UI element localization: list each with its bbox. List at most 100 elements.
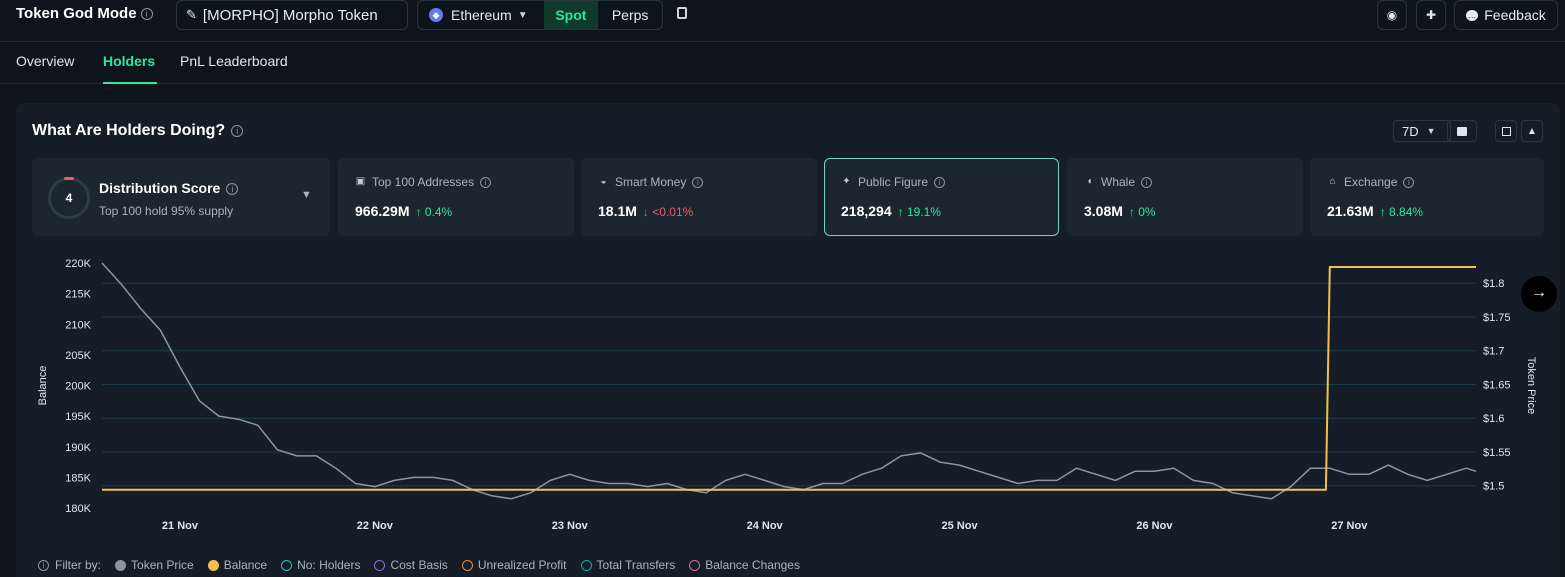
- filter-balance-changes[interactable]: Balance Changes: [689, 558, 800, 572]
- brain-icon: ◒: [600, 176, 607, 187]
- card-whale[interactable]: ◖ Whale i 3.08M ↑ 0%: [1067, 158, 1303, 236]
- filter-total-transfers[interactable]: Total Transfers: [580, 558, 676, 572]
- filter-dot-icon: [281, 559, 293, 571]
- change-badge: ↑ 0%: [1128, 205, 1156, 219]
- perps-toggle[interactable]: Perps: [611, 7, 649, 23]
- chain-market-selector: ◆ Ethereum ▼ Spot Perps: [417, 0, 663, 30]
- calendar-icon: [1457, 126, 1467, 136]
- filter-no-holders[interactable]: No: Holders: [281, 558, 360, 572]
- filter-unrealized-profit[interactable]: Unrealized Profit: [461, 558, 567, 572]
- card-top-100-addresses[interactable]: ▣ Top 100 Addresses i 966.29M ↑ 0.4%: [338, 158, 574, 236]
- x-tick-label: 26 Nov: [1136, 520, 1173, 532]
- distribution-score-card[interactable]: 4 Distribution Score i Top 100 hold 95% s…: [32, 158, 330, 236]
- info-icon[interactable]: i: [140, 8, 153, 20]
- change-badge: ↑ 8.84%: [1379, 205, 1424, 219]
- filter-token-price[interactable]: Token Price: [115, 558, 194, 572]
- card-label: ⌂ Exchange i: [1327, 175, 1415, 189]
- tab-pnl-leaderboard[interactable]: PnL Leaderboard: [180, 53, 288, 69]
- info-icon[interactable]: i: [1141, 176, 1153, 188]
- info-icon[interactable]: i: [692, 176, 704, 188]
- calendar-button[interactable]: [1447, 120, 1477, 142]
- bulb-icon: ✦: [842, 176, 851, 187]
- ethereum-icon: ◆: [429, 8, 443, 22]
- eye-icon: ◉: [1386, 8, 1398, 22]
- spot-toggle[interactable]: Spot: [543, 1, 599, 29]
- score-arc: [64, 177, 74, 180]
- card-label: ▣ Top 100 Addresses i: [355, 175, 492, 189]
- info-icon[interactable]: i: [231, 125, 244, 137]
- pin-button[interactable]: ✚: [1416, 0, 1446, 30]
- y2-tick-label: $1.65: [1483, 379, 1511, 391]
- y2-tick-label: $1.55: [1483, 447, 1511, 459]
- token-selector[interactable]: ✎ [MORPHO] Morpho Token: [176, 0, 408, 30]
- change-badge: ↑ 0.4%: [415, 205, 453, 219]
- feedback-button[interactable]: … Feedback: [1454, 0, 1558, 30]
- active-tab-indicator: [103, 82, 157, 84]
- copy-icon[interactable]: [677, 7, 687, 19]
- card-value: 18.1M ↓ <0.01%: [598, 203, 694, 219]
- y-tick-label: 205K: [65, 350, 91, 362]
- wallet-icon: ▣: [355, 176, 366, 187]
- card-public-figure[interactable]: ✦ Public Figure i 218,294 ↑ 19.1%: [824, 158, 1059, 236]
- x-tick-label: 23 Nov: [552, 520, 589, 532]
- filter-label-text: Total Transfers: [596, 558, 676, 572]
- series-token-price: [101, 262, 1477, 500]
- chat-bubble-icon: …: [1466, 9, 1479, 21]
- y2-tick-label: $1.5: [1483, 481, 1504, 493]
- arrow-right-icon[interactable]: →: [1521, 276, 1557, 312]
- filter-dot-icon: [207, 559, 219, 571]
- filter-dot-icon: [115, 559, 127, 571]
- time-range-dropdown[interactable]: 7D ▼: [1393, 120, 1451, 142]
- chevron-down-icon: ▼: [517, 9, 528, 21]
- chain-dropdown[interactable]: ◆ Ethereum ▼: [418, 1, 544, 29]
- chevron-down-icon: ▼: [1426, 126, 1436, 136]
- info-icon[interactable]: i: [38, 559, 49, 571]
- info-icon[interactable]: i: [1403, 176, 1415, 188]
- filter-cost-basis[interactable]: Cost Basis: [374, 558, 448, 572]
- holders-chart[interactable]: 220K 215K 210K 205K 200K 195K 190K 185K 180K $1.8…: [16, 253, 1560, 553]
- x-tick-label: 22 Nov: [357, 520, 394, 532]
- y2-tick-label: $1.75: [1483, 312, 1511, 324]
- info-icon[interactable]: i: [226, 183, 239, 195]
- score-value: 4: [65, 191, 73, 205]
- filter-row: i Filter by: Token Price Balance No: Holde…: [38, 558, 800, 572]
- holders-panel: What Are Holders Doing? i 7D ▼ ▲ 4 Distrib…: [16, 103, 1560, 577]
- tab-overview[interactable]: Overview: [16, 53, 75, 69]
- series-balance: [102, 266, 1476, 491]
- top-bar: Token God Mode i ✎ [MORPHO] Morpho Token …: [0, 0, 1565, 42]
- card-label: ✦ Public Figure i: [841, 175, 946, 189]
- tab-holders[interactable]: Holders: [103, 53, 156, 69]
- info-icon[interactable]: i: [480, 176, 492, 188]
- app-title: Token God Mode i: [16, 5, 153, 22]
- y-tick-label: 215K: [65, 289, 91, 301]
- x-tick-label: 25 Nov: [941, 520, 978, 532]
- card-smart-money[interactable]: ◒ Smart Money i 18.1M ↓ <0.01%: [581, 158, 817, 236]
- y-tick-label: 200K: [65, 381, 91, 393]
- filter-balance[interactable]: Balance: [207, 558, 267, 572]
- filter-dot-icon: [461, 559, 473, 571]
- y-axis-label: Balance: [37, 366, 49, 406]
- fullscreen-button[interactable]: [1495, 120, 1517, 142]
- score-ring: 4: [48, 177, 90, 219]
- filter-label-text: Unrealized Profit: [477, 558, 567, 572]
- chevron-down-icon[interactable]: ▼: [301, 189, 312, 201]
- info-icon[interactable]: i: [934, 176, 946, 188]
- time-range-label: 7D: [1402, 123, 1419, 139]
- y2-tick-label: $1.6: [1483, 413, 1504, 425]
- collapse-button[interactable]: ▲: [1521, 120, 1543, 142]
- chain-label: Ethereum: [451, 7, 512, 23]
- x-tick-label: 24 Nov: [747, 520, 784, 532]
- card-value: 3.08M ↑ 0%: [1084, 203, 1156, 219]
- y-tick-label: 180K: [65, 503, 91, 515]
- y-tick-label: 190K: [65, 442, 91, 454]
- filter-label: Filter by:: [55, 558, 102, 572]
- x-tick-label: 21 Nov: [162, 520, 199, 532]
- filter-label-text: Token Price: [131, 558, 194, 572]
- y-tick-label: 185K: [65, 472, 91, 484]
- x-tick-label: 27 Nov: [1331, 520, 1368, 532]
- y-tick-label: 210K: [65, 319, 91, 331]
- card-label: ◖ Whale i: [1084, 175, 1153, 189]
- watch-button[interactable]: ◉: [1377, 0, 1407, 30]
- card-exchange[interactable]: ⌂ Exchange i 21.63M ↑ 8.84%: [1310, 158, 1544, 236]
- chevron-up-icon: ▲: [1527, 125, 1537, 137]
